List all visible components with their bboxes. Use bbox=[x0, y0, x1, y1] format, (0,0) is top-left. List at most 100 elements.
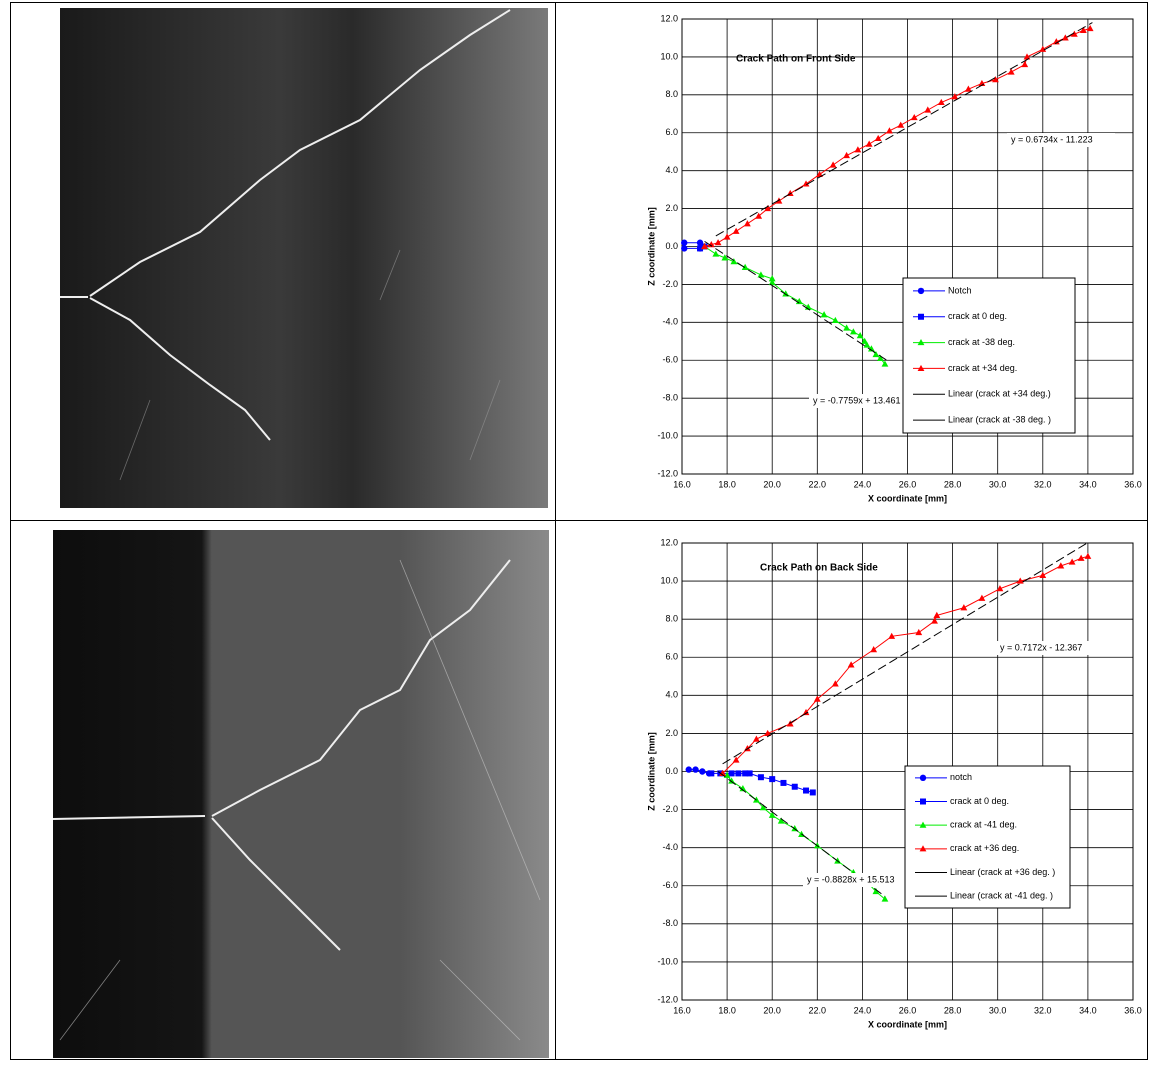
marker bbox=[886, 127, 893, 134]
marker bbox=[847, 661, 855, 668]
marker bbox=[1007, 68, 1015, 75]
marker bbox=[681, 239, 688, 246]
x-tick-label: 30.0 bbox=[989, 479, 1007, 489]
marker bbox=[719, 769, 726, 777]
marker bbox=[701, 242, 708, 250]
marker bbox=[1052, 38, 1060, 45]
x-tick-label: 26.0 bbox=[899, 479, 917, 489]
series-line bbox=[722, 542, 1089, 765]
series-line bbox=[722, 555, 1089, 774]
marker bbox=[723, 233, 731, 240]
marker bbox=[803, 787, 810, 794]
annotation-bg bbox=[996, 641, 1104, 655]
marker bbox=[1070, 30, 1078, 37]
x-tick-label: 22.0 bbox=[809, 1005, 827, 1015]
series-line bbox=[715, 22, 1093, 237]
x-tick-label: 16.0 bbox=[673, 1005, 691, 1015]
marker bbox=[919, 821, 927, 828]
y-tick-label: 6.0 bbox=[665, 127, 678, 137]
marker bbox=[870, 646, 878, 653]
legend-label: Linear (crack at -41 deg. ) bbox=[950, 891, 1053, 901]
series-line bbox=[688, 769, 710, 774]
marker bbox=[996, 585, 1004, 592]
marker bbox=[919, 774, 927, 782]
marker bbox=[681, 245, 688, 252]
marker bbox=[863, 341, 871, 348]
legend-label: crack at -41 deg. bbox=[950, 820, 1017, 830]
y-tick-label: 10.0 bbox=[660, 575, 678, 585]
marker bbox=[992, 76, 999, 83]
legend-box bbox=[902, 277, 1076, 434]
marker bbox=[714, 239, 722, 246]
legend-label: Notch bbox=[948, 285, 972, 295]
y-tick-label: -2.0 bbox=[662, 804, 678, 814]
marker bbox=[755, 212, 763, 219]
chart-title: Crack Path on Front Side bbox=[736, 54, 856, 65]
legend-label: crack at -38 deg. bbox=[948, 337, 1015, 347]
marker bbox=[910, 113, 918, 121]
marker bbox=[732, 756, 740, 763]
marker bbox=[960, 604, 968, 611]
marker bbox=[1086, 24, 1094, 32]
x-tick-label: 32.0 bbox=[1034, 1005, 1052, 1015]
marker bbox=[881, 895, 889, 902]
marker bbox=[843, 324, 851, 331]
marker bbox=[764, 204, 772, 212]
chart: 16.0 18.0 20.0 22.0 24.0 26.0 28.0 30.0 32.0 34.0… bbox=[646, 13, 1141, 503]
marker bbox=[897, 121, 905, 128]
marker bbox=[829, 161, 837, 168]
marker bbox=[699, 768, 706, 775]
marker bbox=[746, 770, 753, 777]
x-tick-label: 20.0 bbox=[763, 1005, 781, 1015]
y-axis-title: Z coordinate [mm] bbox=[646, 732, 656, 811]
marker bbox=[728, 777, 736, 784]
marker bbox=[759, 804, 767, 811]
marker bbox=[1039, 45, 1047, 52]
x-tick-label: 30.0 bbox=[989, 1005, 1007, 1015]
marker bbox=[730, 258, 738, 265]
y-tick-label: -10.0 bbox=[657, 430, 678, 440]
y-tick-label: 10.0 bbox=[660, 51, 678, 61]
marker bbox=[951, 93, 959, 100]
annotation: y = 0.7172x - 12.367 bbox=[1000, 642, 1082, 652]
y-tick-label: -12.0 bbox=[657, 468, 678, 478]
marker bbox=[881, 360, 889, 367]
x-tick-label: 22.0 bbox=[809, 479, 827, 489]
marker bbox=[937, 98, 945, 106]
marker bbox=[813, 695, 821, 702]
y-tick-label: 2.0 bbox=[665, 203, 678, 213]
marker bbox=[721, 254, 729, 261]
photo-front bbox=[60, 8, 548, 508]
marker bbox=[728, 770, 735, 777]
y-tick-label: -12.0 bbox=[657, 994, 678, 1004]
y-tick-label: 8.0 bbox=[665, 89, 678, 99]
x-tick-label: 34.0 bbox=[1079, 1005, 1097, 1015]
x-tick-label: 32.0 bbox=[1034, 479, 1052, 489]
marker bbox=[707, 241, 715, 248]
marker bbox=[1084, 552, 1092, 559]
legend-label: Linear (crack at +36 deg. ) bbox=[950, 867, 1055, 877]
x-axis-title: X coordinate [mm] bbox=[868, 493, 947, 503]
marker bbox=[816, 170, 823, 178]
marker bbox=[735, 770, 742, 777]
x-tick-label: 18.0 bbox=[718, 479, 736, 489]
y-tick-label: -4.0 bbox=[662, 317, 678, 327]
marker bbox=[739, 785, 747, 792]
marker bbox=[872, 350, 880, 358]
marker bbox=[861, 337, 869, 344]
marker bbox=[768, 278, 776, 286]
marker bbox=[919, 845, 927, 852]
y-tick-label: -10.0 bbox=[657, 956, 678, 966]
marker bbox=[741, 263, 749, 270]
marker bbox=[768, 811, 776, 818]
legend-label: crack at +34 deg. bbox=[948, 363, 1017, 373]
marker bbox=[795, 297, 803, 305]
marker bbox=[768, 275, 776, 282]
marker bbox=[791, 783, 798, 790]
marker bbox=[920, 798, 926, 805]
x-tick-label: 24.0 bbox=[854, 479, 872, 489]
marker bbox=[769, 776, 776, 783]
marker bbox=[1021, 60, 1029, 68]
x-tick-label: 24.0 bbox=[854, 1005, 872, 1015]
